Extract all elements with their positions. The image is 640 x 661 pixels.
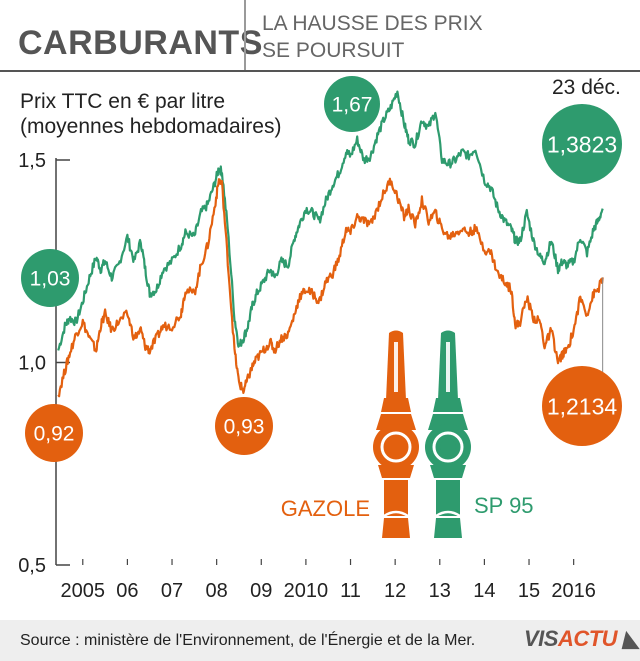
logo-mark-icon: ◣ [617, 626, 640, 651]
series-line-sp-95 [57, 90, 604, 351]
value-bubble [215, 397, 273, 455]
value-bubble [542, 104, 622, 184]
footer: Source : ministère de l'Environnement, d… [0, 620, 640, 661]
sp95-nozzle-icon [425, 330, 471, 538]
x-tick-label: 12 [384, 580, 406, 602]
value-bubble [21, 249, 79, 307]
value-bubble-label: 1,3823 [547, 131, 617, 157]
y-tick-label: 0,5 [18, 555, 46, 577]
y-axis-label: Prix TTC en € par litre (moyennes hebdom… [20, 89, 281, 139]
series-line-gazole [57, 177, 604, 398]
x-tick-label: 08 [206, 580, 228, 602]
y-tick-label: 1,0 [18, 353, 46, 375]
y-tick-label: 1,5 [18, 150, 46, 172]
logo-text-part2: ACTU [557, 626, 618, 651]
value-bubble [25, 404, 83, 462]
x-tick-label: 14 [473, 580, 495, 602]
header-rule [0, 70, 640, 72]
value-bubble-label: 1,2134 [547, 393, 618, 419]
legend-gazole: GAZOLE [281, 496, 370, 521]
y-axis-label-line2: (moyennes hebdomadaires) [20, 115, 282, 138]
header-divider [244, 0, 246, 72]
x-tick-label: 13 [429, 580, 451, 602]
value-bubble-label: 0,93 [224, 416, 265, 439]
gazole-nozzle-icon [373, 330, 419, 538]
header-subtitle-line1: LA HAUSSE DES PRIX [262, 12, 483, 35]
x-tick-label: 11 [340, 580, 361, 602]
logo-text-part1: VIS [524, 626, 558, 651]
header-subtitle-line2: SE POURSUIT [262, 39, 405, 62]
header-title: CARBURANTS [18, 24, 263, 62]
legend-sp95: SP 95 [474, 493, 534, 518]
y-axis-label-line1: Prix TTC en € par litre [20, 90, 226, 113]
value-bubble [542, 366, 622, 446]
value-bubble-label: 1,03 [30, 268, 71, 291]
x-tick-label: 2016 [551, 580, 596, 602]
source-note: Source : ministère de l'Environnement, d… [20, 632, 476, 649]
x-tick-label: 06 [116, 580, 138, 602]
x-tick-label: 2010 [284, 580, 329, 602]
value-bubble [324, 76, 380, 132]
value-bubble-label: 0,92 [34, 423, 75, 446]
x-tick-label: 15 [518, 580, 540, 602]
x-tick-label: 2005 [61, 580, 106, 602]
header-subtitle: LA HAUSSE DES PRIX SE POURSUIT [262, 10, 483, 64]
x-tick-label: 09 [250, 580, 272, 602]
price-chart: 0,5 1,0 1,5 2005 06 07 08 09 2010 11 12 13 14 15 2016 1… [18, 76, 622, 602]
x-tick-label: 07 [161, 580, 183, 602]
date-label: 23 déc. [552, 76, 621, 99]
value-bubble-label: 1,67 [332, 94, 373, 117]
visactu-logo: VISACTU ◣ [524, 626, 640, 652]
